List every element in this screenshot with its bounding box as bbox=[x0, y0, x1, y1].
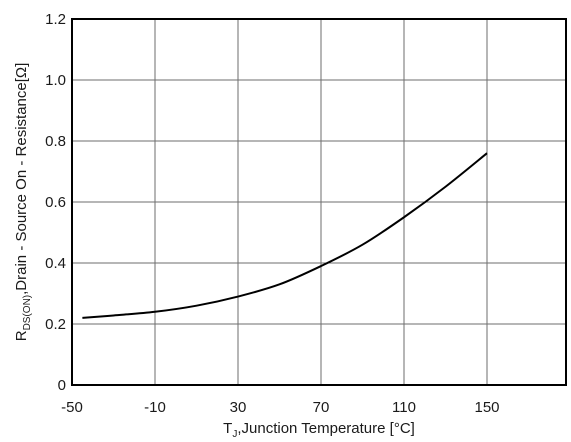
x-tick-label: 30 bbox=[230, 399, 247, 416]
y-axis-title: RDS(ON),Drain - Source On - Resistance[Ω… bbox=[13, 63, 33, 342]
y-tick-label: 1.2 bbox=[45, 11, 66, 28]
y-tick-labels: 0 0.2 0.4 0.6 0.8 1.0 1.2 bbox=[45, 11, 66, 394]
y-tick-label: 0.8 bbox=[45, 133, 66, 150]
x-axis-title: TJ,Junction Temperature [°C] bbox=[223, 420, 415, 440]
plot-frame bbox=[71, 18, 567, 386]
y-tick-label: 0.4 bbox=[45, 255, 66, 272]
series-line bbox=[82, 152, 488, 319]
x-tick-label: -10 bbox=[144, 399, 166, 416]
x-tick-label: 150 bbox=[474, 399, 499, 416]
x-tick-label: -50 bbox=[61, 399, 83, 416]
x-tick-label: 70 bbox=[313, 399, 330, 416]
grid-lines bbox=[72, 19, 566, 385]
y-tick-label: 0.2 bbox=[45, 316, 66, 333]
y-tick-label: 0.6 bbox=[45, 194, 66, 211]
x-tick-label: 110 bbox=[392, 399, 416, 416]
y-tick-label: 0 bbox=[58, 377, 66, 394]
y-tick-label: 1.0 bbox=[45, 72, 66, 89]
x-tick-labels: -50 -10 30 70 110 150 bbox=[61, 399, 499, 416]
